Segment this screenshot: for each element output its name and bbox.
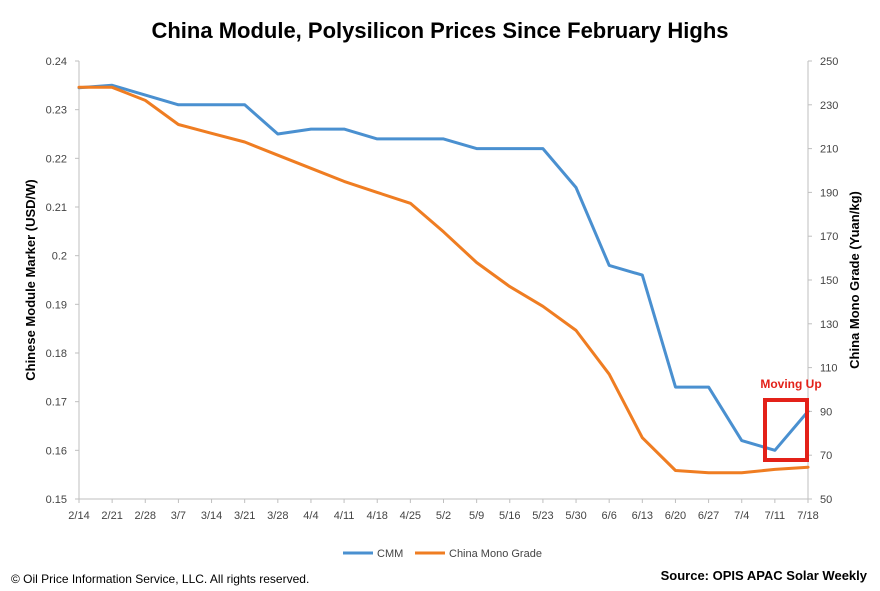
- legend-label-cmm: CMM: [377, 548, 403, 560]
- x-tick-label: 7/11: [765, 510, 786, 522]
- x-tick-label: 4/18: [367, 510, 388, 522]
- x-tick-label: 3/21: [234, 510, 255, 522]
- left-tick-label: 0.23: [46, 105, 67, 117]
- chart-title: China Module, Polysilicon Prices Since F…: [151, 18, 728, 43]
- source-note: Source: OPIS APAC Solar Weekly: [660, 568, 867, 583]
- copyright-notice: © Oil Price Information Service, LLC. Al…: [11, 572, 310, 586]
- right-tick-label: 70: [820, 450, 832, 462]
- x-tick-label: 5/9: [469, 510, 484, 522]
- x-tick-label: 5/30: [565, 510, 586, 522]
- left-axis-title: Chinese Module Marker (USD/W): [23, 179, 38, 381]
- right-tick-label: 230: [820, 100, 838, 112]
- x-tick-label: 3/7: [171, 510, 186, 522]
- left-tick-label: 0.19: [46, 299, 67, 311]
- x-tick-label: 5/23: [532, 510, 553, 522]
- right-tick-label: 130: [820, 319, 838, 331]
- x-tick-label: 6/27: [698, 510, 719, 522]
- left-tick-label: 0.15: [46, 494, 67, 506]
- right-tick-label: 250: [820, 56, 838, 68]
- right-tick-label: 110: [820, 363, 838, 375]
- x-tick-label: 6/13: [632, 510, 653, 522]
- left-tick-label: 0.22: [46, 153, 67, 165]
- right-axis-ticks: 50 70 90 110 130 150 170 190 210 230 250: [808, 56, 838, 506]
- left-tick-label: 0.16: [46, 445, 67, 457]
- left-tick-label: 0.18: [46, 348, 67, 360]
- legend: CMM China Mono Grade: [343, 548, 542, 560]
- x-tick-label: 6/20: [665, 510, 686, 522]
- left-tick-label: 0.17: [46, 397, 67, 409]
- x-tick-label: 2/21: [101, 510, 122, 522]
- series-points-china-mono-grade: [79, 87, 808, 473]
- series-line-china-mono-grade: [77, 85, 810, 475]
- right-axis-title: China Mono Grade (Yuan/kg): [847, 191, 862, 369]
- left-tick-label: 0.24: [46, 56, 67, 68]
- annotation-label: Moving Up: [760, 377, 821, 391]
- annotation-box: [763, 398, 809, 462]
- left-tick-label: 0.2: [52, 251, 67, 263]
- right-tick-label: 90: [820, 406, 832, 418]
- x-tick-label: 3/14: [201, 510, 222, 522]
- right-tick-label: 170: [820, 231, 838, 243]
- x-tick-label: 2/28: [135, 510, 156, 522]
- right-tick-label: 50: [820, 494, 832, 506]
- right-tick-label: 210: [820, 144, 838, 156]
- series-line-cmm: [77, 83, 810, 452]
- x-tick-label: 7/4: [734, 510, 749, 522]
- right-tick-label: 190: [820, 187, 838, 199]
- x-tick-label: 4/4: [303, 510, 318, 522]
- x-tick-label: 5/16: [499, 510, 520, 522]
- x-tick-label: 4/11: [334, 510, 355, 522]
- x-tick-label: 5/2: [436, 510, 451, 522]
- x-tick-label: 4/25: [400, 510, 421, 522]
- x-tick-label: 3/28: [267, 510, 288, 522]
- right-tick-label: 150: [820, 275, 838, 287]
- series-layer: [77, 83, 810, 475]
- x-tick-label: 7/18: [797, 510, 818, 522]
- left-axis-ticks: 0.15 0.16 0.17 0.18 0.19 0.2 0.21 0.22 0.23 0.24: [46, 56, 79, 506]
- annotation-moving-up: Moving Up: [760, 377, 822, 462]
- legend-label-mono: China Mono Grade: [449, 548, 542, 560]
- left-tick-label: 0.21: [46, 202, 67, 214]
- x-tick-label: 2/14: [68, 510, 89, 522]
- x-axis-ticks: 2/14 2/21 2/28 3/7 3/14 3/21 3/28 4/4 4/11 4/18 4/…: [68, 499, 819, 522]
- x-tick-label: 6/6: [602, 510, 617, 522]
